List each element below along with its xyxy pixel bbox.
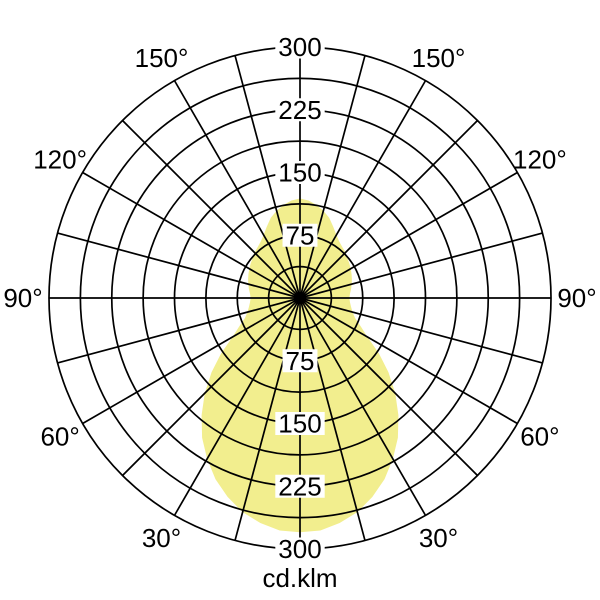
radial-tick-label: 225 (278, 471, 321, 501)
polar-grid-spoke (299, 80, 427, 299)
angle-label: 30° (419, 523, 458, 553)
center-hub (294, 292, 306, 304)
radial-tick-label: 75 (286, 220, 315, 250)
polar-grid-spoke (121, 119, 301, 299)
radial-tick-label: 300 (278, 534, 321, 564)
angle-label: 150° (135, 43, 189, 73)
polar-grid-spoke (234, 297, 301, 541)
polar-grid-spoke (299, 55, 366, 299)
polar-grid-spoke (173, 80, 301, 299)
unit-label: cd.klm (262, 563, 338, 593)
polar-grid-spoke (82, 297, 301, 425)
radial-tick-label-bg (275, 98, 325, 122)
radial-tick-label-bg (275, 161, 325, 184)
angle-label: 150° (412, 43, 466, 73)
angle-label: 90° (3, 283, 42, 313)
polar-grid-spoke (234, 55, 301, 299)
radial-tick-label-bg (282, 349, 318, 373)
angle-label: 60° (520, 422, 559, 452)
radial-tick-label-bg (275, 412, 325, 435)
polar-grid-spoke (299, 297, 479, 477)
polar-grid-spoke (57, 297, 301, 364)
polar-grid-spoke (299, 297, 427, 516)
polar-grid-spoke (299, 171, 518, 299)
angle-label: 90° (557, 283, 596, 313)
radial-tick-label: 75 (286, 346, 315, 376)
polar-grid-spoke (299, 119, 479, 299)
polar-grid-spoke (121, 297, 301, 477)
radial-tick-label-bg (275, 537, 325, 561)
angle-label: 60° (40, 422, 79, 452)
angle-label: 120° (33, 145, 87, 175)
angle-label: 120° (513, 145, 567, 175)
polar-grid-spoke (299, 297, 518, 425)
polar-grid-spoke (82, 171, 301, 299)
polar-grid-spoke (299, 297, 366, 541)
radial-tick-label-bg (275, 35, 325, 59)
polar-grid-spoke (299, 232, 543, 299)
polar-grid-spoke (299, 297, 543, 364)
radial-tick-label: 150 (278, 409, 321, 439)
radial-tick-label: 150 (278, 158, 321, 188)
radial-tick-label: 225 (278, 95, 321, 125)
angle-label: 30° (142, 523, 181, 553)
polar-grid-spoke (57, 232, 301, 299)
radial-tick-label: 300 (278, 32, 321, 62)
polar-grid-spoke (173, 297, 301, 516)
radial-tick-label-bg (275, 474, 325, 498)
radial-tick-label-bg (282, 223, 318, 247)
